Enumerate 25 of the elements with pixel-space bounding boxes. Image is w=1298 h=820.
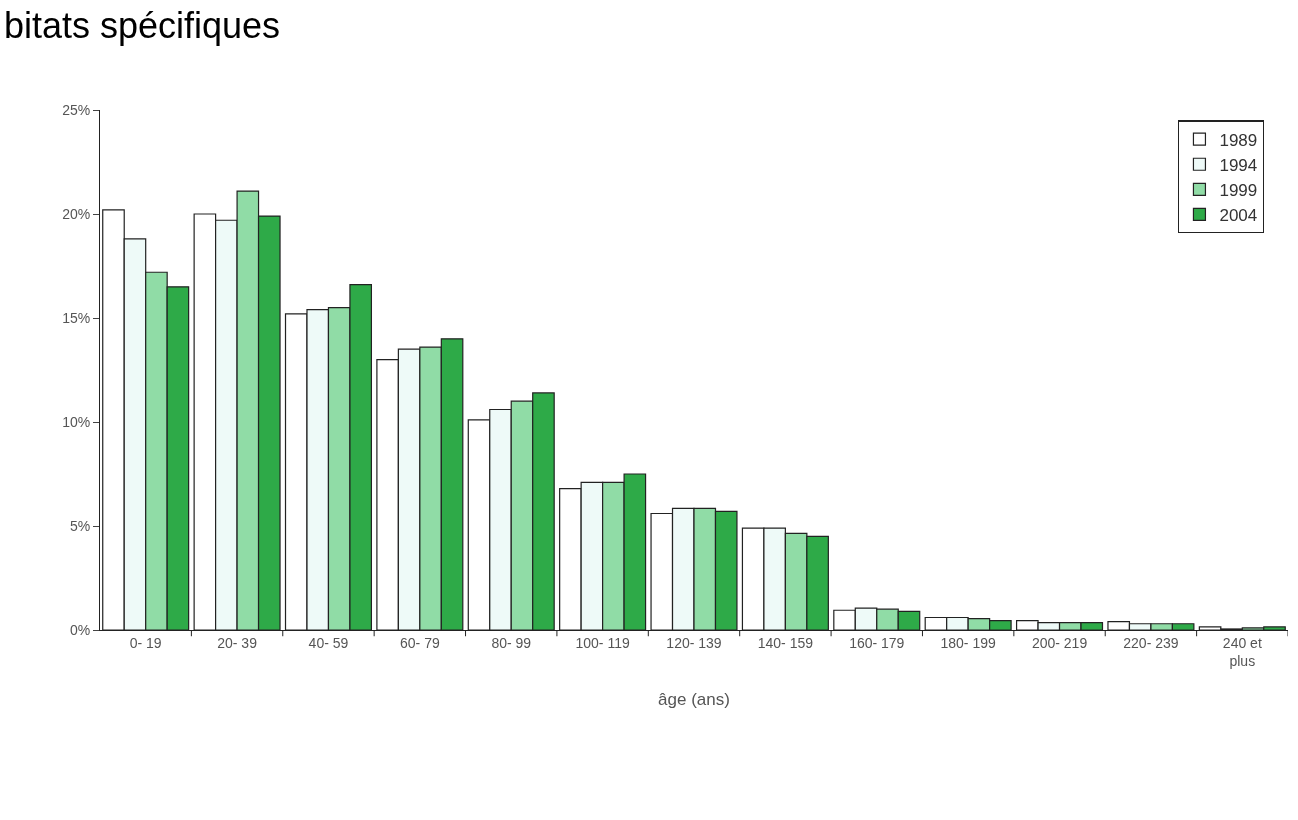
x-tick-label: 160- 179: [849, 634, 905, 651]
x-tick-label: 200- 219: [1031, 634, 1088, 651]
legend-label: 1989: [1219, 130, 1258, 150]
x-tick-label: 120- 139: [666, 634, 722, 651]
legend-label: 2004: [1219, 206, 1258, 226]
y-tick-label: 20%: [62, 205, 91, 222]
x-tick-label: 40- 59: [308, 634, 349, 651]
y-tick-label: 0%: [69, 621, 91, 638]
legend-label: 1999: [1219, 180, 1258, 200]
legend-label: 1994: [1219, 155, 1258, 175]
x-tick-label: 100- 119: [575, 634, 630, 651]
x-tick-label: 180- 199: [940, 634, 996, 651]
x-tick-label: 140- 159: [757, 634, 814, 651]
y-tick-label: 25%: [62, 101, 91, 118]
y-tick-label: 5%: [69, 517, 91, 534]
chart-title: bitats spécifiques: [3, 4, 281, 46]
x-tick-label: 0- 19: [129, 634, 162, 651]
x-tick-label: 80- 99: [491, 634, 532, 651]
x-axis-title: âge (ans): [658, 690, 730, 710]
x-tick-label: 60- 79: [400, 634, 440, 651]
x-tick-label: 240 et plus: [1222, 634, 1262, 669]
y-tick-label: 15%: [62, 309, 91, 326]
x-tick-label: 220- 239: [1123, 634, 1179, 651]
x-tick-label: 20- 39: [217, 634, 258, 651]
y-tick-label: 10%: [62, 413, 91, 430]
